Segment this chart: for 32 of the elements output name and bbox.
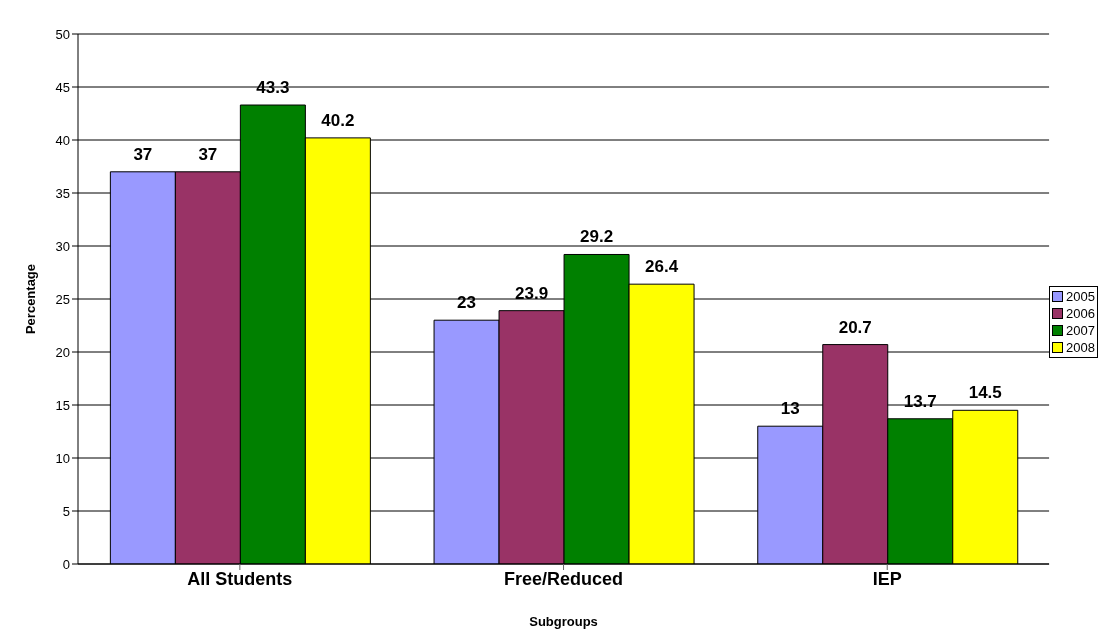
data-label: 40.2 <box>321 110 355 130</box>
data-label: 14.5 <box>968 383 1002 403</box>
legend-label: 2005 <box>1066 288 1095 305</box>
data-label: 23.9 <box>515 283 549 303</box>
data-label: 37 <box>198 144 218 164</box>
legend-label: 2008 <box>1066 339 1095 356</box>
x-tick-label: IEP <box>872 568 902 589</box>
data-label: 29.2 <box>580 227 614 247</box>
y-tick-label: 15 <box>55 397 70 413</box>
y-tick-label: 50 <box>55 26 70 42</box>
data-label: 26.4 <box>645 257 679 277</box>
y-tick-label: 0 <box>62 556 70 572</box>
data-label: 37 <box>133 144 153 164</box>
x-tick-label: Free/Reduced <box>504 568 624 589</box>
data-label: 43.3 <box>256 78 290 98</box>
x-tick-label: All Students <box>187 568 293 589</box>
y-tick-label: 5 <box>62 503 70 519</box>
y-tick-label: 25 <box>55 291 70 307</box>
data-label: 13 <box>780 399 800 419</box>
legend-label: 2006 <box>1066 305 1095 322</box>
y-tick-label: 10 <box>55 450 70 466</box>
y-tick-label: 40 <box>55 132 70 148</box>
y-tick-label: 30 <box>55 238 70 254</box>
legend-label: 2007 <box>1066 322 1095 339</box>
x-axis-title: Subgroups <box>529 614 598 629</box>
data-label: 23 <box>457 293 477 313</box>
data-label: 13.7 <box>903 391 937 411</box>
y-tick-label: 45 <box>55 79 70 95</box>
y-tick-label: 35 <box>55 185 70 201</box>
y-tick-label: 20 <box>55 344 70 360</box>
y-axis-title: Percentage <box>22 263 38 335</box>
data-label: 20.7 <box>838 317 872 337</box>
